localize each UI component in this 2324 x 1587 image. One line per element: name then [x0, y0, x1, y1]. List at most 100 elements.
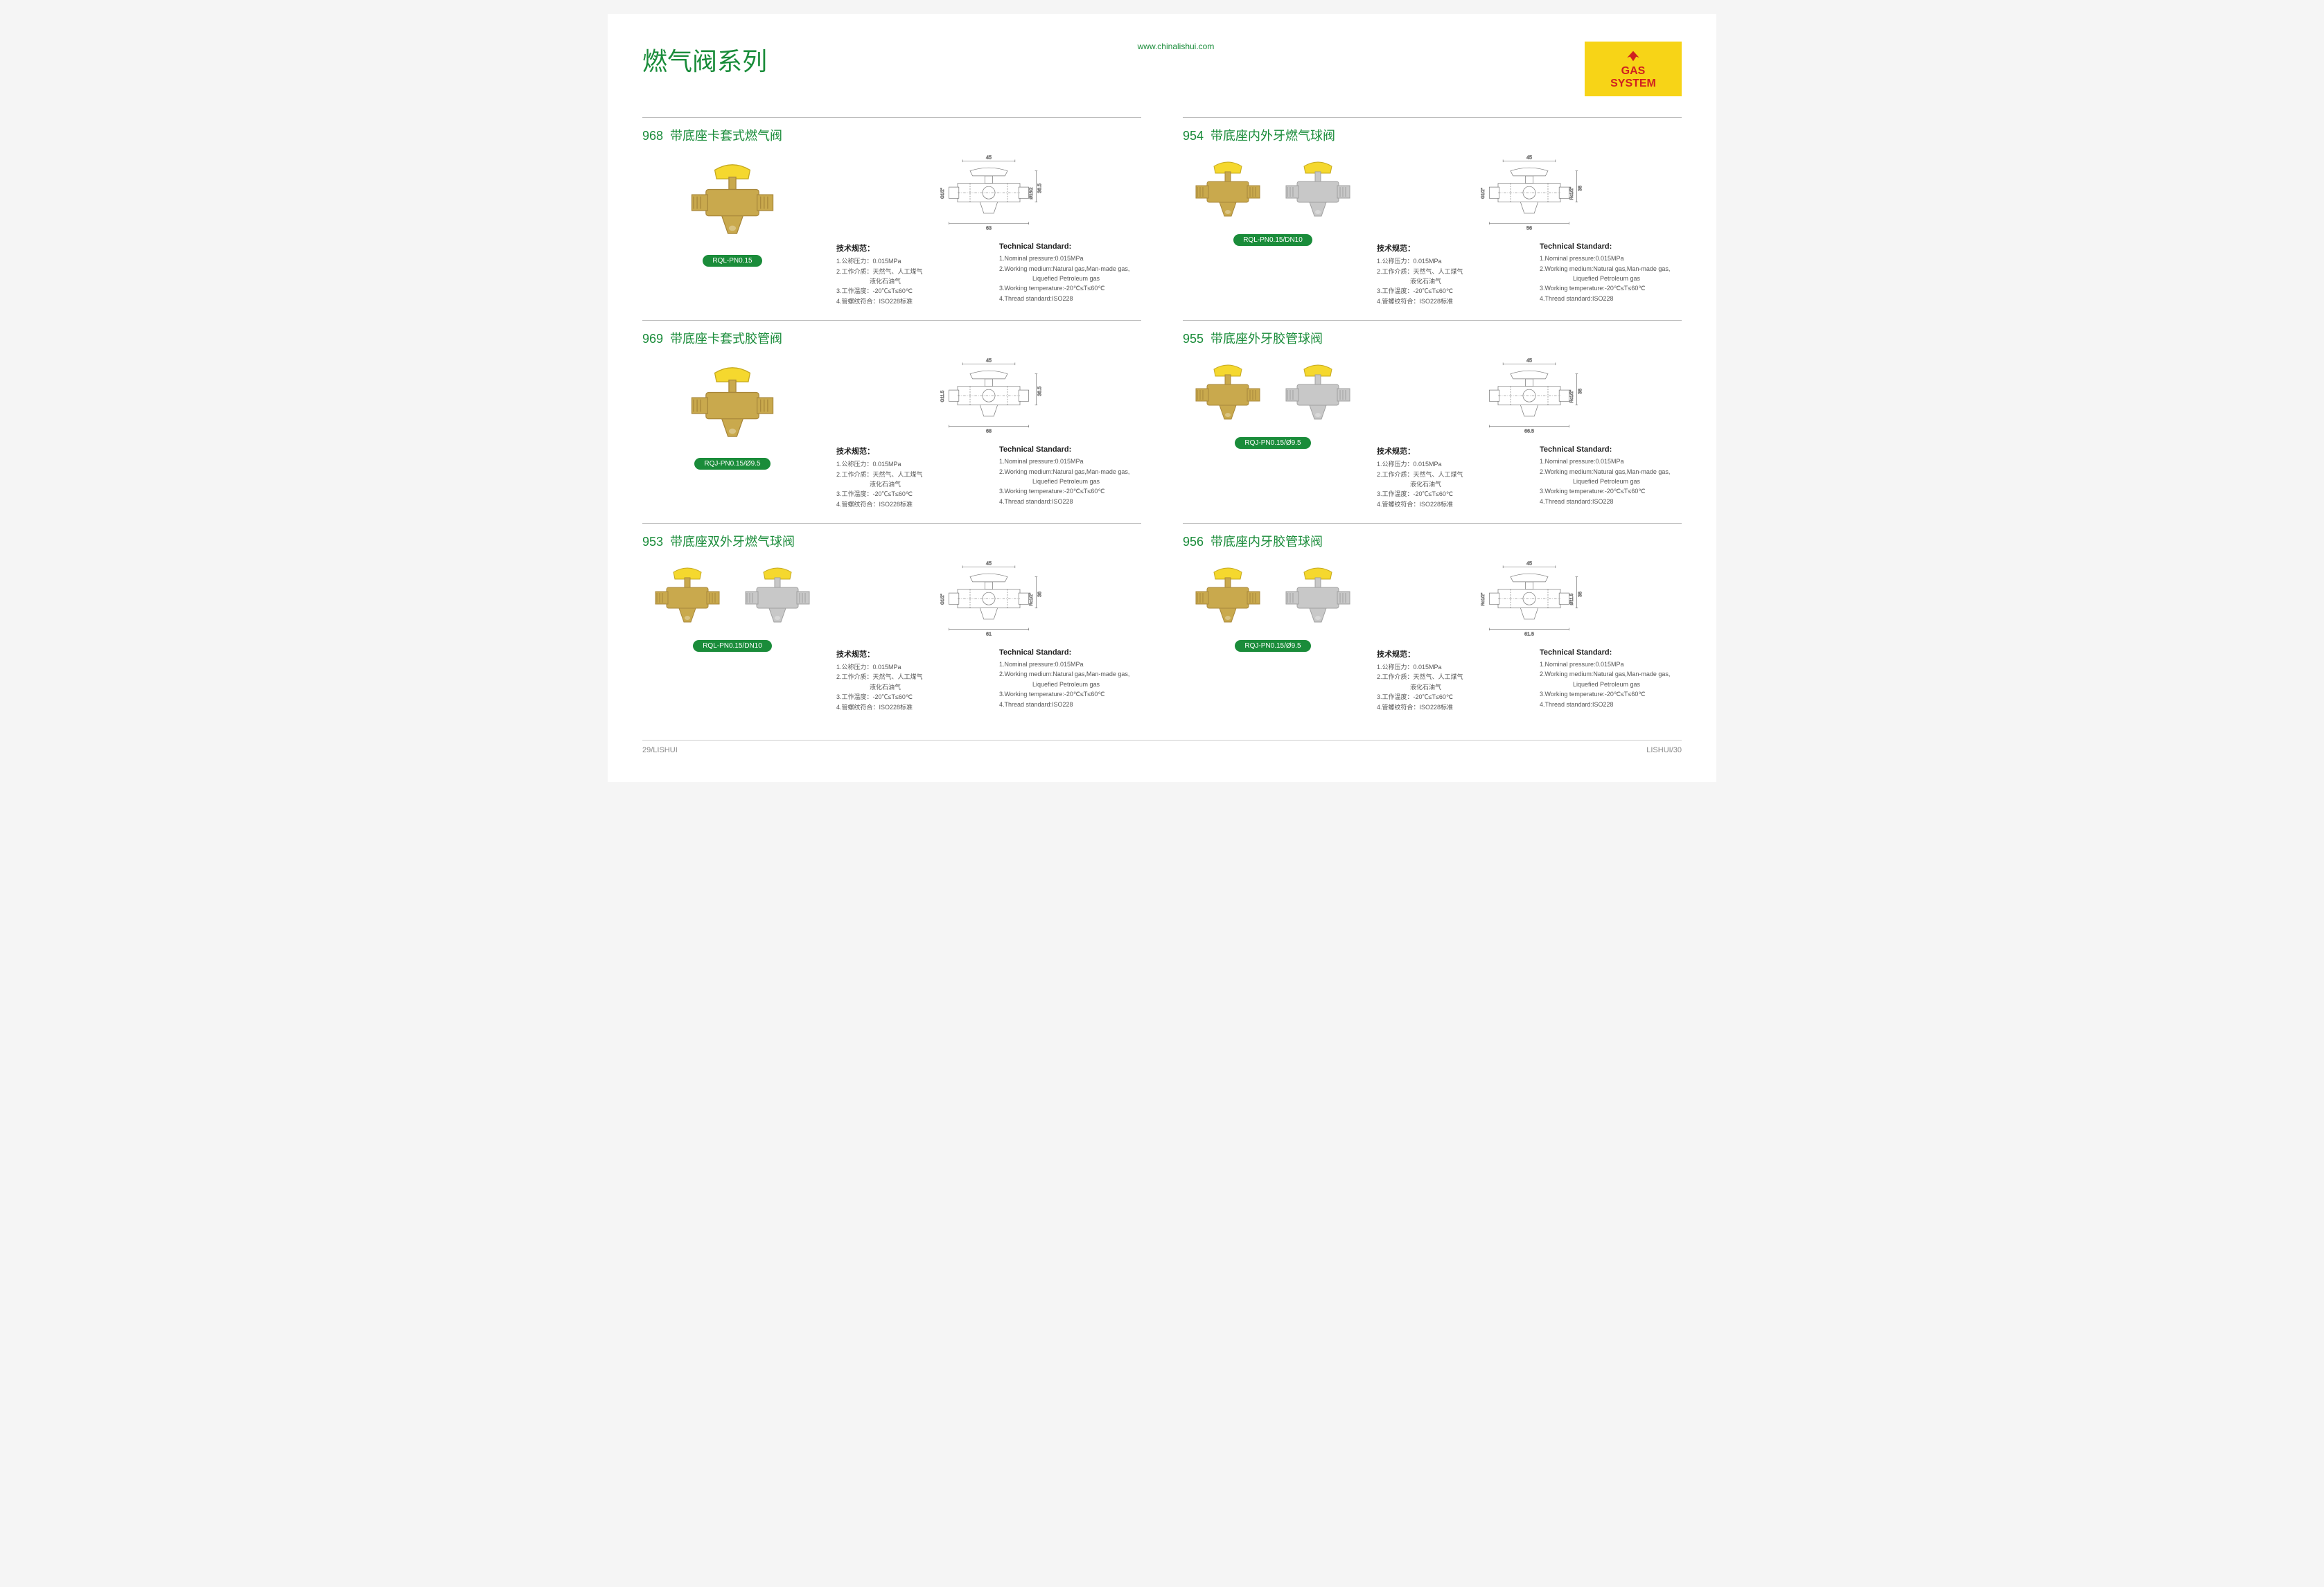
photo-column: RQL-PN0.15/DN10 — [1183, 152, 1363, 246]
spec-block: Technical Standard: 1.Nominal pressure:0… — [999, 648, 1141, 712]
svg-text:45: 45 — [986, 560, 992, 567]
svg-text:45: 45 — [986, 154, 992, 161]
spec-heading: 技术规范： — [1377, 242, 1519, 254]
page-header: 燃气阀系列 www.chinalishui.com GAS SYSTEM — [642, 42, 1682, 96]
spec-heading: Technical Standard: — [1540, 445, 1682, 454]
spec-line: 4.管螺纹符合：ISO228标准 — [1377, 296, 1519, 306]
product-name: 带底座外牙胶管球阀 — [1211, 332, 1323, 346]
spec-column: 45 66.5 36 Rc1/2" 技术规范： 1.公称压力：0.015MPa … — [1377, 355, 1682, 509]
spec-line: 3.工作温度：-20℃≤T≤60℃ — [1377, 489, 1519, 499]
svg-text:Rc1/2": Rc1/2" — [1569, 187, 1574, 200]
spec-line: 2.Working medium:Natural gas,Man-made ga… — [999, 264, 1141, 274]
technical-diagram-icon: 45 68 36.5 G11.5 — [926, 355, 1051, 438]
part-number-label: RQL-PN0.15/DN10 — [693, 640, 772, 652]
spec-line: 液化石油气 — [1377, 276, 1519, 286]
svg-text:45: 45 — [986, 357, 992, 364]
spec-line: 4.Thread standard:ISO228 — [1540, 497, 1682, 506]
valve-photo-icon — [1276, 355, 1359, 432]
spec-line: 3.Working temperature:-20℃≤T≤60℃ — [1540, 689, 1682, 699]
spec-line: 3.Working temperature:-20℃≤T≤60℃ — [999, 689, 1141, 699]
spec-line: 2.工作介质：天然气、人工煤气 — [836, 470, 978, 479]
valve-photo-icon — [736, 558, 819, 635]
spec-line: Liquefied Petroleum gas — [999, 274, 1141, 283]
photo-column: RQJ-PN0.15/Ø9.5 — [1183, 558, 1363, 652]
spec-column: 45 56 36 G1/2" Rc1/2" 技术规范： 1.公称压力：0.015… — [1377, 152, 1682, 306]
svg-text:G11.5: G11.5 — [940, 390, 945, 402]
svg-text:45: 45 — [1526, 560, 1532, 567]
spec-block: 技术规范： 1.公称压力：0.015MPa 2.工作介质：天然气、人工煤气 液化… — [836, 648, 978, 712]
svg-text:36: 36 — [1037, 592, 1043, 597]
svg-text:36.5: 36.5 — [1037, 184, 1043, 193]
svg-text:Ø11.5: Ø11.5 — [1569, 593, 1574, 605]
spec-line: 4.Thread standard:ISO228 — [1540, 700, 1682, 709]
product-card: 955 带底座外牙胶管球阀 RQJ-PN0.15/Ø9.5 — [1183, 320, 1682, 523]
spec-line: 4.管螺纹符合：ISO228标准 — [836, 702, 978, 712]
page-number-left: 29/LISHUI — [642, 746, 678, 754]
spec-line: 2.工作介质：天然气、人工煤气 — [836, 267, 978, 276]
svg-text:Rc1/2": Rc1/2" — [1029, 593, 1034, 606]
svg-text:Rc1/2": Rc1/2" — [1569, 390, 1574, 403]
spec-line: 2.Working medium:Natural gas,Man-made ga… — [1540, 669, 1682, 679]
svg-text:61.5: 61.5 — [1524, 630, 1534, 637]
valve-photo-icon — [674, 355, 791, 452]
product-title: 956 带底座内牙胶管球阀 — [1183, 532, 1682, 550]
svg-text:56: 56 — [1526, 224, 1532, 231]
gas-system-logo: GAS SYSTEM — [1585, 42, 1682, 96]
product-number: 956 — [1183, 535, 1204, 549]
product-name: 带底座内外牙燃气球阀 — [1211, 129, 1335, 143]
spec-line: 3.Working temperature:-20℃≤T≤60℃ — [999, 283, 1141, 293]
svg-text:45: 45 — [1526, 154, 1532, 161]
website-url: www.chinalishui.com — [767, 42, 1585, 51]
svg-text:36.5: 36.5 — [1037, 387, 1043, 396]
spec-block: Technical Standard: 1.Nominal pressure:0… — [1540, 242, 1682, 306]
photo-column: RQJ-PN0.15/Ø9.5 — [1183, 355, 1363, 449]
svg-text:36: 36 — [1577, 592, 1583, 597]
svg-text:68: 68 — [986, 427, 992, 434]
spec-line: 液化石油气 — [836, 682, 978, 692]
logo-text-gas: GAS — [1621, 65, 1646, 78]
svg-text:61: 61 — [986, 630, 992, 637]
technical-diagram-icon: 45 61.5 36 Rc1/2" Ø11.5 — [1467, 558, 1592, 641]
spec-line: 2.Working medium:Natural gas,Man-made ga… — [1540, 264, 1682, 274]
spec-block: 技术规范： 1.公称压力：0.015MPa 2.工作介质：天然气、人工煤气 液化… — [1377, 242, 1519, 306]
product-title: 969带底座卡套式胶管阀 — [642, 329, 1141, 347]
spec-line: 1.Nominal pressure:0.015MPa — [999, 254, 1141, 263]
spec-line: 1.公称压力：0.015MPa — [1377, 459, 1519, 469]
svg-text:G1/2": G1/2" — [940, 594, 945, 605]
part-number-label: RQJ-PN0.15/Ø9.5 — [1235, 437, 1310, 449]
spec-heading: 技术规范： — [836, 242, 978, 254]
spec-column: 45 61.5 36 Rc1/2" Ø11.5 技术规范： 1.公称压力：0.0… — [1377, 558, 1682, 712]
spec-heading: 技术规范： — [1377, 445, 1519, 456]
photo-column: RQL-PN0.15/DN10 — [642, 558, 822, 652]
product-name: 带底座卡套式燃气阀 — [670, 129, 782, 143]
valve-photo-icon — [1276, 152, 1359, 229]
spec-line: 3.Working temperature:-20℃≤T≤60℃ — [999, 486, 1141, 496]
spec-block: Technical Standard: 1.Nominal pressure:0… — [1540, 445, 1682, 509]
spec-line: 4.管螺纹符合：ISO228标准 — [1377, 499, 1519, 509]
product-title: 953带底座双外牙燃气球阀 — [642, 532, 1141, 550]
spec-line: 4.Thread standard:ISO228 — [999, 700, 1141, 709]
spec-line: 液化石油气 — [836, 479, 978, 489]
spec-heading: Technical Standard: — [1540, 242, 1682, 251]
svg-text:63: 63 — [986, 224, 992, 231]
spec-line: 4.管螺纹符合：ISO228标准 — [836, 296, 978, 306]
product-title: 954带底座内外牙燃气球阀 — [1183, 126, 1682, 144]
part-number-label: RQL-PN0.15/DN10 — [1233, 234, 1312, 246]
spec-block: 技术规范： 1.公称压力：0.015MPa 2.工作介质：天然气、人工煤气 液化… — [1377, 445, 1519, 509]
spec-line: 3.Working temperature:-20℃≤T≤60℃ — [1540, 283, 1682, 293]
spec-heading: 技术规范： — [1377, 648, 1519, 659]
svg-text:Ø15/2: Ø15/2 — [1029, 187, 1034, 200]
spec-column: 45 61 36 G1/2" Rc1/2" 技术规范： 1.公称压力：0.015… — [836, 558, 1141, 712]
part-number-label: RQJ-PN0.15/Ø9.5 — [1235, 640, 1310, 652]
spec-heading: Technical Standard: — [999, 648, 1141, 657]
spec-line: Liquefied Petroleum gas — [1540, 680, 1682, 689]
spec-line: 液化石油气 — [836, 276, 978, 286]
valve-photo-icon — [1276, 558, 1359, 635]
product-number: 955 — [1183, 332, 1204, 346]
spec-column: 45 68 36.5 G11.5 技术规范： 1.公称压力：0.015MPa 2… — [836, 355, 1141, 509]
spec-line: 3.工作温度：-20℃≤T≤60℃ — [836, 286, 978, 296]
product-name: 带底座内牙胶管球阀 — [1211, 535, 1323, 549]
spec-line: 1.公称压力：0.015MPa — [1377, 256, 1519, 266]
valve-photo-icon — [1186, 355, 1269, 432]
product-card: 954带底座内外牙燃气球阀 RQL-PN0.15/DN10 — [1183, 117, 1682, 320]
